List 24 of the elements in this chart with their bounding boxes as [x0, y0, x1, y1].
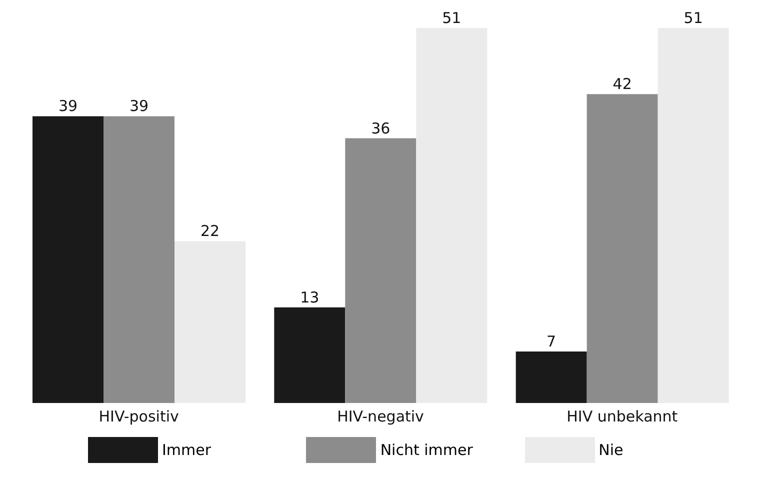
bar [104, 116, 174, 403]
data-label: 13 [300, 288, 320, 306]
bar [345, 138, 416, 403]
x-tick-label: HIV unbekannt [566, 408, 678, 426]
bar [516, 352, 587, 403]
data-label: 42 [612, 75, 632, 94]
x-tick-label: HIV-negativ [337, 408, 424, 426]
bar [274, 307, 346, 403]
data-label: 51 [442, 9, 462, 27]
legend-label: Nie [598, 441, 624, 459]
data-label: 36 [371, 119, 390, 138]
bar [586, 94, 658, 403]
data-label: 51 [684, 9, 703, 27]
legend-label: Nicht immer [380, 441, 473, 459]
data-label: 7 [546, 332, 556, 351]
bar [32, 116, 104, 403]
legend-label: Immer [162, 441, 212, 459]
data-label: 39 [129, 97, 149, 116]
bar [658, 28, 729, 403]
data-label: 22 [200, 222, 220, 240]
x-tick-label: HIV-positiv [98, 408, 180, 426]
bar [174, 241, 246, 403]
data-label: 39 [58, 97, 78, 116]
bar [416, 28, 488, 403]
